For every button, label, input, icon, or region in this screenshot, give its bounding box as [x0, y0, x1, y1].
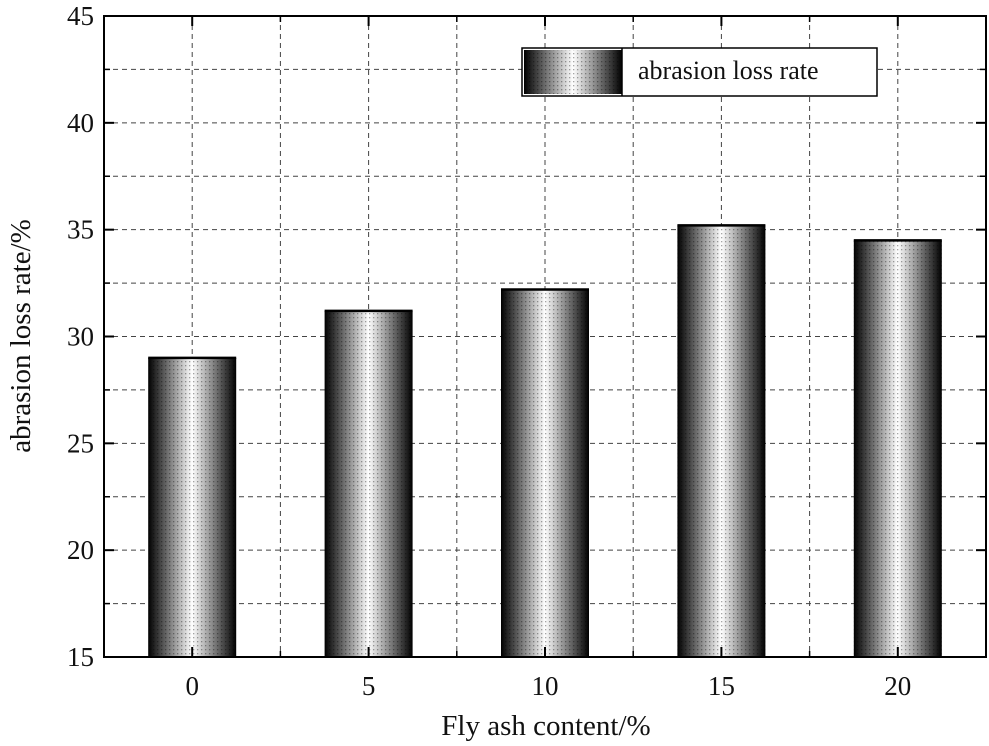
legend-swatch-texture [524, 50, 622, 94]
x-tick-label: 10 [532, 671, 559, 701]
x-tick-label: 15 [708, 671, 735, 701]
bar-texture-10 [501, 289, 589, 657]
y-tick-label: 25 [67, 428, 94, 458]
x-tick-label: 0 [185, 671, 199, 701]
y-tick-label: 15 [67, 642, 94, 672]
bar-texture-20 [853, 240, 942, 657]
bars-group [148, 224, 942, 658]
bar-texture-5 [324, 310, 413, 657]
ticks-group: 15 20 25 30 35 40 45 0 5 10 15 20 [67, 1, 986, 701]
bar-texture-15 [677, 225, 766, 658]
bar-texture-0 [148, 357, 237, 657]
legend: abrasion loss rate [521, 47, 878, 97]
y-tick-label: 35 [67, 215, 94, 245]
y-tick-label: 20 [67, 535, 94, 565]
y-tick-label: 30 [67, 322, 94, 352]
y-axis-title: abrasion loss rate/% [5, 219, 37, 453]
y-tick-label: 40 [67, 108, 94, 138]
x-tick-label: 20 [884, 671, 911, 701]
x-tick-label: 5 [362, 671, 376, 701]
y-tick-label: 45 [67, 1, 94, 31]
x-axis-title: Fly ash content/% [441, 710, 650, 742]
legend-label: abrasion loss rate [638, 56, 819, 85]
